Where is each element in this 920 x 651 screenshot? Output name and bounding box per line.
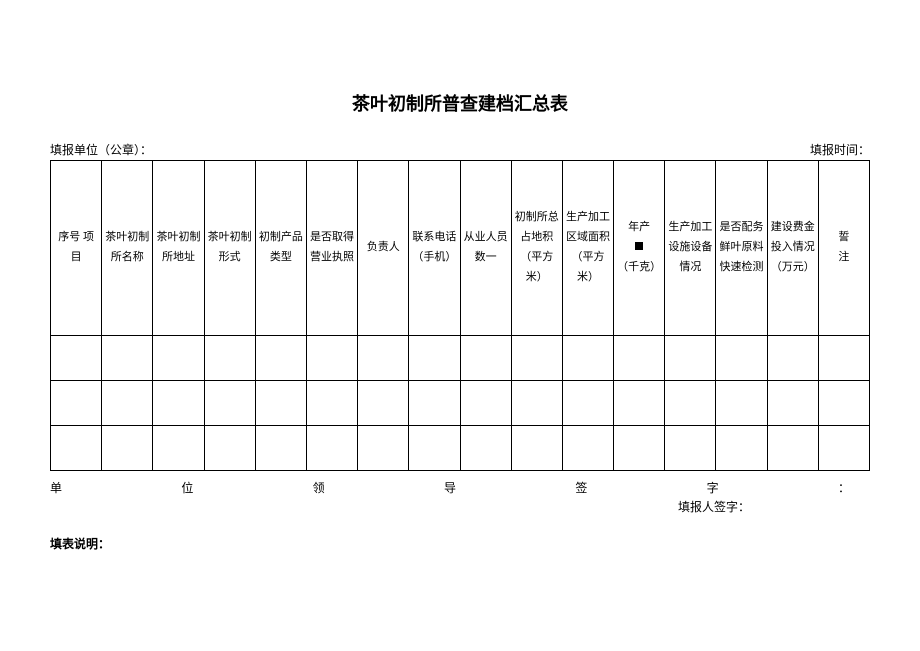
table-cell: [153, 336, 204, 381]
table-cell: [153, 381, 204, 426]
sig-char: 字: [707, 479, 719, 496]
table-cell: [562, 336, 613, 381]
sig-char: 领: [313, 479, 325, 496]
table-cell: [358, 336, 409, 381]
col-header-15: 誓注: [818, 161, 869, 336]
table-cell: [767, 426, 818, 471]
table-cell: [511, 381, 562, 426]
table-cell: [153, 426, 204, 471]
unit-leader-signature-label: 单 位 领 导 签 字 ：: [50, 479, 870, 496]
table-cell: [716, 426, 767, 471]
table-cell: [255, 336, 306, 381]
table-cell: [511, 426, 562, 471]
col-header-9: 初制所总占地积（平方米）: [511, 161, 562, 336]
col-header-10: 生产加工区域面积（平方米）: [562, 161, 613, 336]
table-cell: [409, 336, 460, 381]
col-header-7: 联系电话（手机）: [409, 161, 460, 336]
fill-instructions-label: 填表说明：: [50, 535, 870, 552]
sig-char: 位: [181, 479, 193, 496]
header-row: 序号 项目 茶叶初制所名称 茶叶初制所地址 茶叶初制形式 初制产品类型 是否取得…: [51, 161, 870, 336]
table-cell: [255, 426, 306, 471]
table-cell: [204, 336, 255, 381]
col-header-13: 是否配务鲜叶原料快速检测: [716, 161, 767, 336]
table-cell: [204, 381, 255, 426]
table-cell: [818, 336, 869, 381]
col-header-8: 从业人员数一: [460, 161, 511, 336]
table-cell: [306, 426, 357, 471]
table-cell: [614, 381, 665, 426]
table-cell: [51, 426, 102, 471]
table-cell: [102, 336, 153, 381]
table-cell: [306, 381, 357, 426]
col-header-4: 初制产品类型: [255, 161, 306, 336]
col-header-0: 序号 项目: [51, 161, 102, 336]
table-cell: [716, 336, 767, 381]
table-body: [51, 336, 870, 471]
table-cell: [409, 426, 460, 471]
table-cell: [358, 426, 409, 471]
table-cell: [255, 381, 306, 426]
table-cell: [306, 336, 357, 381]
table-cell: [767, 336, 818, 381]
col-header-3: 茶叶初制形式: [204, 161, 255, 336]
sig-char: 单: [50, 479, 62, 496]
table-row: [51, 336, 870, 381]
table-cell: [818, 426, 869, 471]
table-cell: [51, 381, 102, 426]
table-cell: [358, 381, 409, 426]
table-cell: [614, 336, 665, 381]
table-cell: [102, 426, 153, 471]
col-header-12: 生产加工设施设备情况: [665, 161, 716, 336]
table-cell: [562, 381, 613, 426]
meta-row: 填报单位（公章）： 填报时间：: [50, 141, 870, 158]
col-header-1: 茶叶初制所名称: [102, 161, 153, 336]
table-cell: [460, 426, 511, 471]
reporter-signature-label: 填报人签字：: [678, 498, 870, 515]
table-cell: [665, 336, 716, 381]
table-cell: [614, 426, 665, 471]
table-cell: [460, 381, 511, 426]
meta-left-label: 填报单位（公章）：: [50, 141, 152, 158]
table-cell: [51, 336, 102, 381]
sig-char: ：: [838, 479, 850, 496]
table-cell: [204, 426, 255, 471]
table-cell: [767, 381, 818, 426]
table-cell: [409, 381, 460, 426]
col-header-6: 负责人: [358, 161, 409, 336]
table-cell: [716, 381, 767, 426]
summary-table: 序号 项目 茶叶初制所名称 茶叶初制所地址 茶叶初制形式 初制产品类型 是否取得…: [50, 160, 870, 471]
meta-right-label: 填报时间：: [810, 141, 870, 158]
black-square-icon: [635, 242, 643, 250]
col-header-5: 是否取得营业执照: [306, 161, 357, 336]
table-cell: [665, 381, 716, 426]
table-cell: [665, 426, 716, 471]
col-header-11: 年产（千克）: [614, 161, 665, 336]
table-cell: [818, 381, 869, 426]
table-cell: [562, 426, 613, 471]
sig-char: 导: [444, 479, 456, 496]
table-cell: [102, 381, 153, 426]
table-row: [51, 426, 870, 471]
table-cell: [460, 336, 511, 381]
table-row: [51, 381, 870, 426]
col-header-14: 建设费金投入情况（万元）: [767, 161, 818, 336]
table-cell: [511, 336, 562, 381]
document-title: 茶叶初制所普查建档汇总表: [50, 90, 870, 116]
reporter-signature-row: 填报人签字：: [50, 498, 870, 515]
col-header-2: 茶叶初制所地址: [153, 161, 204, 336]
sig-char: 签: [575, 479, 587, 496]
signature-row: 单 位 领 导 签 字 ：: [50, 479, 870, 496]
